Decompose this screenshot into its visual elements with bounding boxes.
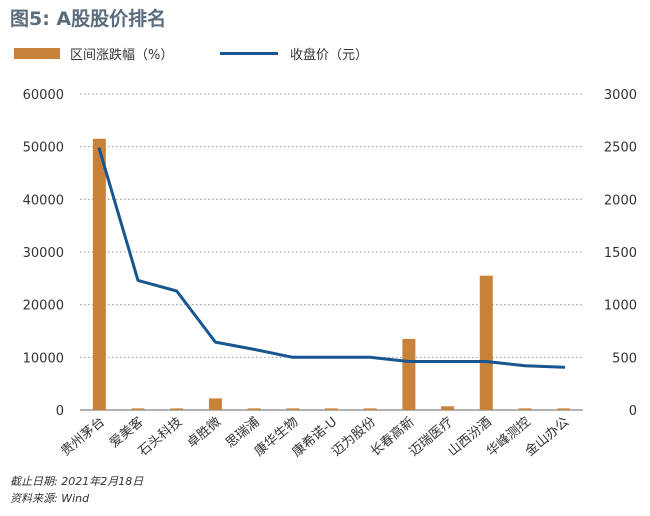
bar — [247, 408, 261, 410]
bar — [170, 408, 184, 410]
x-tick-label: 石头科技 — [136, 415, 185, 460]
bar — [557, 408, 571, 410]
y-left-tick-label: 50000 — [23, 141, 64, 156]
y-left-tick-label: 20000 — [23, 299, 64, 314]
bar — [92, 138, 106, 410]
x-tick-label: 卓胜微 — [184, 415, 224, 452]
x-tick-label: 金山办公 — [522, 414, 572, 460]
combo-chart: 0 10000 20000 30000 40000 50000 60000 0 500 1000 1… — [23, 88, 637, 460]
legend-item-bar: 区间涨跌幅（%） — [14, 44, 174, 63]
y-right-tick-label: 2000 — [604, 193, 637, 208]
legend-item-line: 收盘价（元） — [220, 44, 369, 63]
legend-line-swatch — [220, 51, 278, 55]
bar — [402, 338, 416, 410]
bar — [363, 408, 377, 410]
date-note: 截止日期: 2021年2月18日 — [10, 475, 144, 488]
bar — [325, 408, 338, 410]
bar — [479, 275, 493, 410]
bar — [208, 398, 222, 410]
y-left-tick-label: 30000 — [23, 246, 64, 261]
y-left-tick-label: 60000 — [23, 88, 64, 103]
y-right-tick-label: 2500 — [604, 141, 637, 156]
y-right-tick-label: 1500 — [604, 246, 637, 261]
footer: 截止日期: 2021年2月18日 资料来源: Wind — [10, 473, 143, 507]
bar — [131, 408, 145, 410]
y-right-tick-label: 1000 — [604, 299, 637, 314]
legend-bar-label: 区间涨跌幅（%） — [70, 47, 174, 63]
y-left-tick-label: 10000 — [23, 351, 64, 366]
y-right-tick-label: 3000 — [604, 88, 637, 103]
chart-title: 图5: A股股价排名 — [10, 8, 167, 30]
series-line — [97, 147, 566, 369]
bar — [441, 406, 455, 410]
source-note: 资料来源: Wind — [10, 492, 90, 505]
x-tick-label: 贵州茅台 — [58, 415, 107, 460]
y-left-tick-label: 40000 — [23, 193, 64, 208]
y-right-tick-label: 0 — [629, 404, 637, 419]
legend-line-label: 收盘价（元） — [290, 47, 369, 63]
bar — [286, 408, 300, 410]
y-left-tick-label: 0 — [56, 404, 64, 419]
legend-bar-swatch — [14, 47, 60, 59]
bar — [518, 408, 532, 410]
y-right-tick-label: 500 — [612, 351, 637, 366]
